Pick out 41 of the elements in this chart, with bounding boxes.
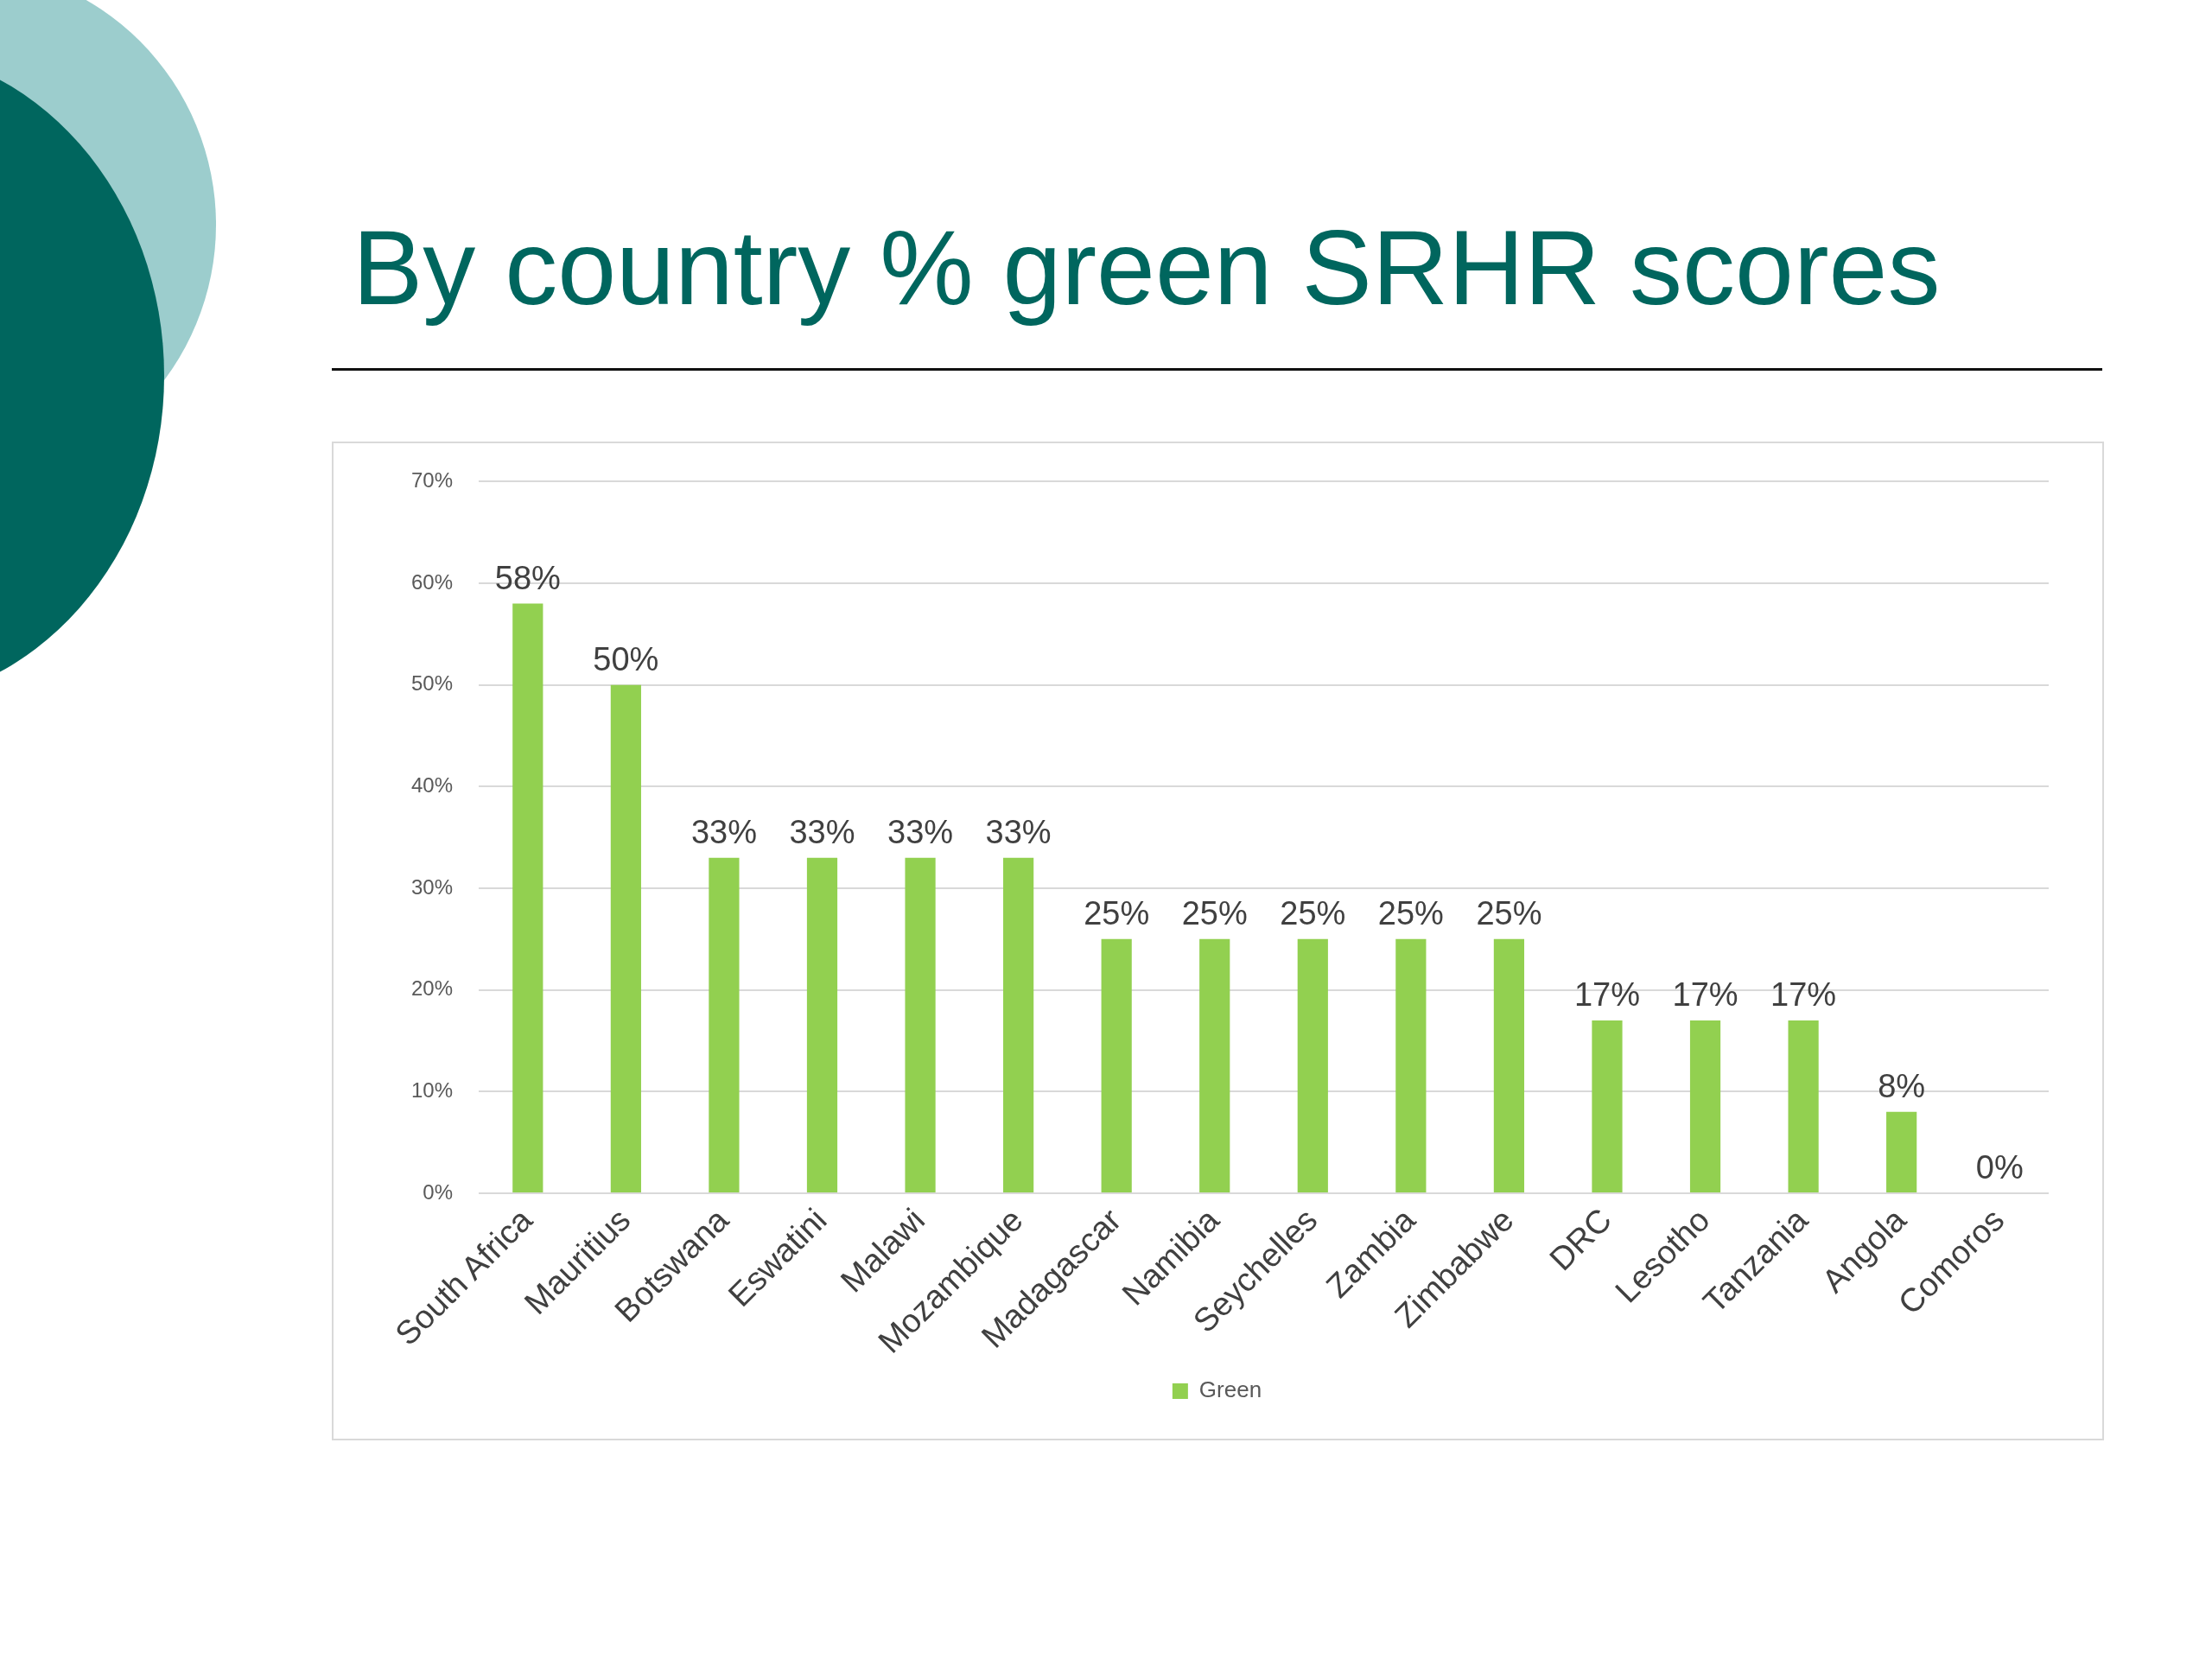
bar [512,603,543,1192]
y-tick-label: 40% [410,772,454,797]
bar [709,857,740,1192]
data-label: 25% [1084,895,1150,932]
bar [1395,938,1427,1192]
data-label: 58% [494,560,561,597]
y-tick-label: 20% [410,976,454,1001]
data-label: 33% [789,814,855,851]
bar [1689,1020,1721,1192]
y-tick-label: 30% [410,874,454,899]
chart-title: By country % green SRHR scores [353,208,1941,328]
data-label: 17% [1573,976,1641,1014]
data-label: 25% [1476,895,1542,932]
data-label: 25% [1377,895,1444,932]
data-label: 25% [1280,895,1346,932]
data-label: 17% [1672,976,1738,1014]
bar [1101,938,1132,1192]
y-tick-label: 60% [410,569,454,594]
bar [1788,1020,1819,1192]
bar [1297,938,1328,1192]
data-label: 8% [1878,1068,1926,1105]
bar [1003,857,1034,1192]
bar [806,857,838,1192]
data-label: 33% [985,814,1052,851]
bar [1199,938,1230,1192]
bar [905,857,936,1192]
bar [1493,938,1525,1192]
data-label: 33% [887,814,954,851]
data-label: 25% [1181,895,1248,932]
data-label: 0% [1975,1149,2024,1186]
y-tick-label: 50% [410,671,454,696]
bar [610,684,641,1192]
y-tick-label: 10% [410,1077,454,1102]
data-label: 17% [1770,976,1837,1014]
legend-label: Green [1198,1376,1262,1403]
y-tick-label: 0% [423,1179,454,1204]
data-label: 33% [690,814,757,851]
bar [1886,1111,1917,1192]
y-tick-label: 70% [410,468,454,493]
data-label: 50% [593,641,659,678]
bar [1592,1020,1623,1192]
